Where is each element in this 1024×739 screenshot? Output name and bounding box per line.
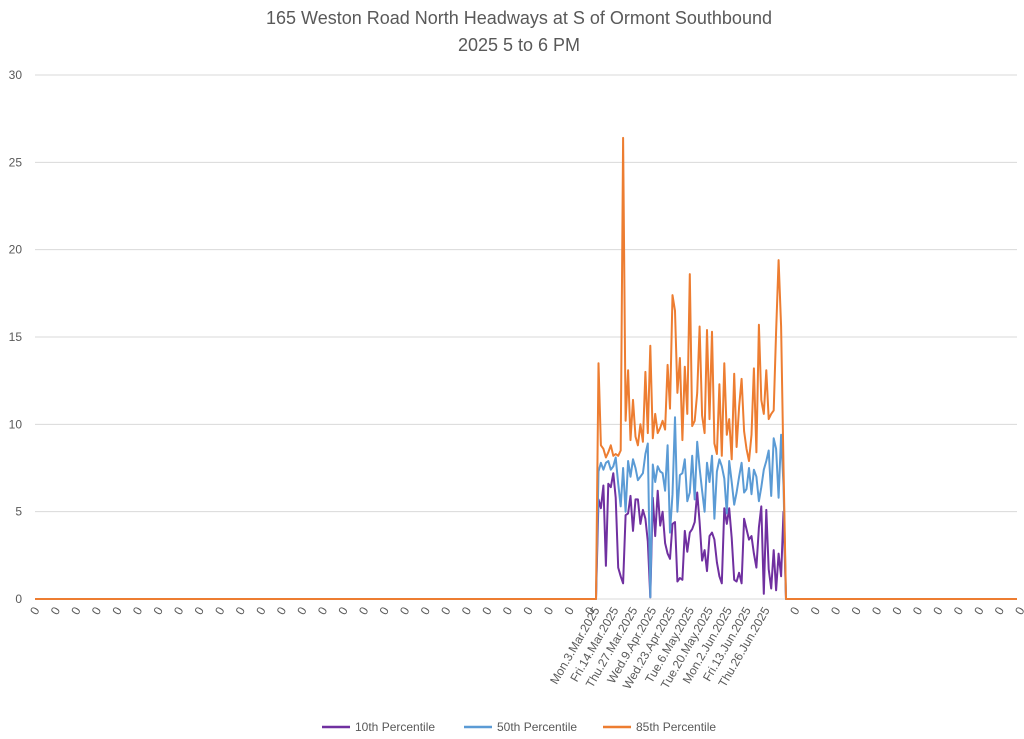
series-lines — [35, 136, 1017, 600]
x-tick-label: 0 — [89, 604, 105, 617]
x-tick-label: 0 — [130, 604, 146, 617]
x-tick-label: 0 — [171, 604, 187, 617]
x-tick-label: 0 — [520, 604, 536, 617]
y-tick-label: 30 — [9, 68, 23, 82]
x-tick-label: 0 — [253, 604, 269, 617]
x-tick-label: 0 — [828, 604, 844, 617]
x-tick-label: 0 — [233, 604, 249, 617]
legend: 10th Percentile 50th Percentile 85th Perce… — [322, 720, 716, 734]
x-axis: 0 0 0 0 0 0 0 0 0 0 0 0 0 0 0 0 0 0 0 0 0 0 0 0 0 0 0 0Mon.3.Mar.20… — [27, 604, 1024, 691]
y-tick-label: 0 — [15, 592, 22, 606]
x-tick-label: 0 — [335, 604, 351, 617]
x-tick-label: 0 — [930, 604, 946, 617]
y-tick-label: 20 — [9, 243, 23, 257]
x-tick-label: 0 — [992, 604, 1008, 617]
x-tick-label: 0 — [192, 604, 208, 617]
x-tick-label: 0 — [787, 604, 803, 617]
y-tick-label: 25 — [9, 155, 23, 169]
x-tick-label: 0 — [561, 604, 577, 617]
x-tick-label: 0 — [951, 604, 967, 617]
series-line-p10 — [35, 472, 1017, 600]
x-tick-label: 0 — [48, 604, 64, 617]
series-line-p50 — [35, 416, 1017, 600]
legend-label-p50: 50th Percentile — [497, 720, 577, 734]
x-tick-label: 0 — [274, 604, 290, 617]
series-line-p85 — [35, 136, 1017, 600]
x-tick-label: 0 — [27, 604, 43, 617]
x-tick-label: 0 — [910, 604, 926, 617]
x-tick-label: 0 — [479, 604, 495, 617]
x-tick-label: 0 — [869, 604, 885, 617]
x-tick-label: 0 — [500, 604, 516, 617]
y-tick-label: 15 — [9, 330, 23, 344]
x-tick-label: 0 — [68, 604, 84, 617]
x-tick-label: 0 — [109, 604, 125, 617]
x-tick-label: 0 — [356, 604, 372, 617]
x-tick-label: 0 — [848, 604, 864, 617]
legend-label-p10: 10th Percentile — [355, 720, 435, 734]
x-tick-label: 0 — [889, 604, 905, 617]
x-tick-label: 0 — [315, 604, 331, 617]
x-tick-label: 0 — [418, 604, 434, 617]
x-tick-label: 0 — [808, 604, 824, 617]
legend-label-p85: 85th Percentile — [636, 720, 716, 734]
x-tick-label: 0 — [150, 604, 166, 617]
y-tick-label: 10 — [9, 417, 23, 431]
chart-subtitle: 2025 5 to 6 PM — [458, 35, 580, 55]
chart-title: 165 Weston Road North Headways at S of O… — [266, 8, 772, 28]
x-tick-label: 0 — [541, 604, 557, 617]
x-tick-label: 0 — [459, 604, 475, 617]
x-tick-label: 0 — [212, 604, 228, 617]
x-tick-label: 0 — [971, 604, 987, 617]
x-tick-label: 0 — [438, 604, 454, 617]
x-tick-label: 0 — [397, 604, 413, 617]
gridlines — [35, 74, 1017, 600]
x-tick-label: 0 — [376, 604, 392, 617]
x-tick-label: 0 — [294, 604, 310, 617]
y-tick-label: 5 — [15, 505, 22, 519]
x-tick-label: 0 — [1012, 604, 1024, 617]
y-axis: 0 5 10 15 20 25 30 — [9, 68, 23, 606]
